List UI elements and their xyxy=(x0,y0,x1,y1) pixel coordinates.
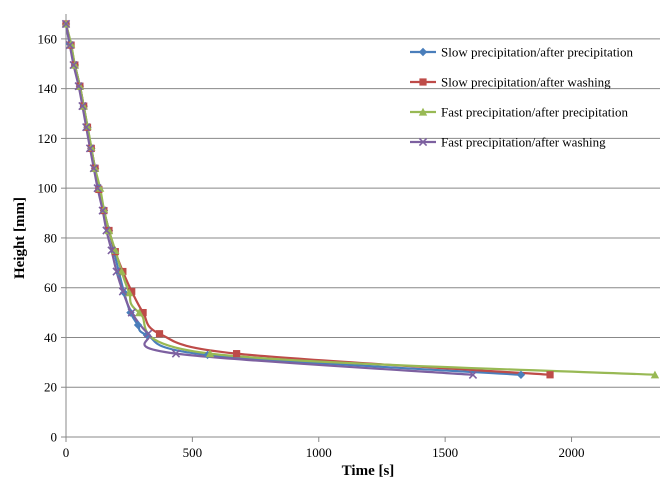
data-point-series-4 xyxy=(102,226,111,235)
data-point-series-2 xyxy=(155,330,164,338)
x-axis-title: Time [s] xyxy=(342,463,395,479)
y-tick-label: 0 xyxy=(51,430,58,445)
x-tick-label: 1000 xyxy=(306,445,332,460)
data-point-series-1 xyxy=(133,320,143,330)
legend: Slow precipitation/after precipitation Sl… xyxy=(410,45,634,150)
y-tick-label: 20 xyxy=(44,380,57,395)
y-axis-title: Height [mm] xyxy=(12,197,28,279)
data-point-series-4 xyxy=(89,164,98,173)
data-point-series-4-stroke xyxy=(78,101,87,111)
data-point-series-3 xyxy=(205,349,215,358)
data-point-series-4-stroke xyxy=(118,287,128,296)
y-tick-label: 60 xyxy=(44,280,57,295)
data-point-series-4 xyxy=(69,60,78,70)
data-point-series-4 xyxy=(171,349,181,358)
y-tick-label: 160 xyxy=(38,31,58,46)
data-point-series-4-stroke xyxy=(89,164,98,173)
data-point-series-1 xyxy=(516,370,526,379)
series-markers xyxy=(61,19,660,379)
x-tick-label: 1500 xyxy=(432,445,458,460)
data-point-series-2 xyxy=(128,287,136,296)
legend-label: Fast precipitation/after washing xyxy=(441,135,606,150)
data-point-series-4 xyxy=(78,101,87,111)
axes xyxy=(61,14,660,442)
data-point-series-4-stroke xyxy=(93,184,102,193)
data-point-series-4-stroke xyxy=(98,206,107,215)
data-point-series-4 xyxy=(65,40,74,50)
data-point-series-4-stroke xyxy=(85,144,95,153)
gridlines xyxy=(66,38,660,388)
data-point-series-4-stroke xyxy=(107,246,116,255)
legend-marker-4 xyxy=(418,137,428,147)
y-tick-label: 120 xyxy=(38,131,58,146)
data-point-series-4-stroke xyxy=(65,40,74,50)
data-point-series-4 xyxy=(74,81,83,91)
x-tick-label: 0 xyxy=(63,445,70,460)
legend-marker-4-stroke xyxy=(418,137,428,147)
data-point-series-4 xyxy=(93,184,102,193)
y-tick-label: 40 xyxy=(44,330,57,345)
series-line-4 xyxy=(64,23,474,376)
data-point-series-3 xyxy=(135,308,144,317)
data-point-series-4 xyxy=(107,246,116,255)
data-point-series-4-stroke xyxy=(82,123,91,132)
data-point-series-4 xyxy=(82,123,91,132)
data-point-series-4-stroke xyxy=(171,349,181,358)
data-point-series-4 xyxy=(112,267,121,276)
data-point-series-4-stroke xyxy=(468,370,478,379)
data-point-series-4-stroke xyxy=(112,267,121,276)
x-tick-label: 500 xyxy=(183,445,203,460)
data-point-series-4-stroke xyxy=(69,60,78,70)
data-point-series-4 xyxy=(118,287,128,296)
data-point-series-4 xyxy=(468,370,478,379)
data-point-series-3 xyxy=(124,288,134,297)
legend-label: Slow precipitation/after washing xyxy=(441,75,611,90)
legend-marker-1 xyxy=(418,47,428,57)
data-point-series-3 xyxy=(117,267,126,276)
data-point-series-3 xyxy=(95,183,105,192)
data-point-series-2 xyxy=(546,371,554,379)
data-point-series-4 xyxy=(85,144,95,153)
legend-marker-3 xyxy=(418,107,428,116)
data-point-series-4-stroke xyxy=(74,81,83,91)
data-point-series-3 xyxy=(650,370,660,379)
y-tick-label: 100 xyxy=(38,181,58,196)
legend-marker-2 xyxy=(419,78,427,86)
x-tick-label: 2000 xyxy=(559,445,585,460)
tick-labels: 0 20 40 60 80 100 120 140 160 0 500 1000 1500 2000 xyxy=(38,31,585,460)
data-point-series-4 xyxy=(61,19,71,29)
data-point-series-4 xyxy=(127,308,136,317)
data-point-series-4-stroke xyxy=(143,329,153,338)
y-tick-label: 80 xyxy=(44,230,57,245)
data-point-series-4 xyxy=(98,206,107,215)
data-point-series-2 xyxy=(139,308,147,317)
data-point-series-4 xyxy=(143,329,153,338)
data-point-series-4-stroke xyxy=(127,308,136,317)
data-point-series-2 xyxy=(233,350,241,358)
data-point-series-4-stroke xyxy=(102,226,111,235)
legend-label: Fast precipitation/after precipitation xyxy=(441,105,628,120)
y-tick-label: 140 xyxy=(38,81,58,96)
data-point-series-1 xyxy=(126,308,135,317)
data-point-series-4-stroke xyxy=(61,19,71,29)
legend-label: Slow precipitation/after precipitation xyxy=(441,45,634,60)
data-point-series-3 xyxy=(104,226,114,235)
